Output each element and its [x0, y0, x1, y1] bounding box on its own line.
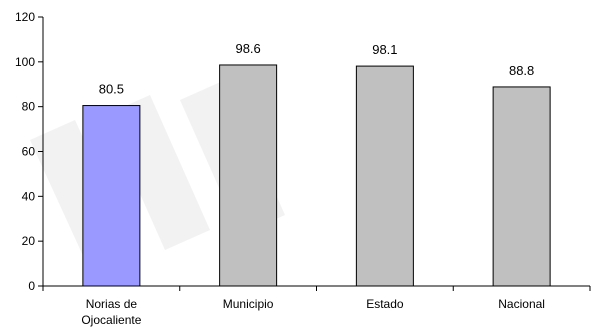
y-tick-label: 20 — [22, 234, 36, 248]
y-tick-label: 120 — [15, 10, 35, 24]
bar — [492, 86, 551, 287]
y-tick-label: 100 — [15, 55, 35, 69]
y-tick-label: 60 — [22, 145, 36, 159]
bar — [82, 105, 141, 287]
x-category-label: Norias de — [86, 297, 138, 311]
bar — [355, 65, 414, 287]
x-category-label: Municipio — [223, 297, 274, 311]
data-label: 98.1 — [372, 42, 397, 57]
data-label: 98.6 — [235, 41, 260, 56]
y-tick-label: 0 — [28, 279, 35, 293]
data-label: 80.5 — [99, 82, 124, 97]
x-category-label: Estado — [366, 297, 404, 311]
x-category-label: Ojocaliente — [81, 313, 141, 327]
y-tick-label: 80 — [22, 100, 36, 114]
data-label: 88.8 — [509, 63, 534, 78]
y-tick-label: 40 — [22, 189, 36, 203]
plot-area: 0 20 40 60 80 100 120 80.5 Norias de Ojocaliente 9… — [15, 10, 591, 327]
bar — [219, 64, 278, 287]
x-category-label: Nacional — [498, 297, 545, 311]
